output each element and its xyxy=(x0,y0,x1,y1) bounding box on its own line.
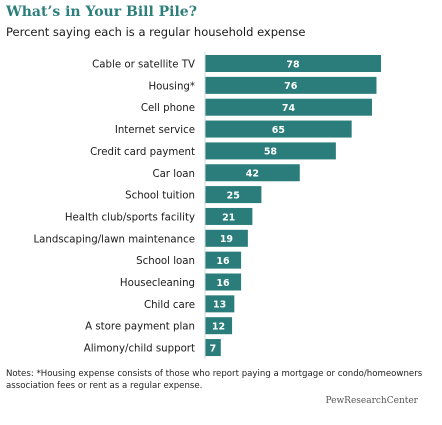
bar-value-label-landscaping-lawn-maintenance: 19 xyxy=(220,234,233,245)
category-label-housecleaning: Housecleaning xyxy=(120,278,195,289)
category-label-school-loan: School loan xyxy=(136,256,195,267)
bar-value-label-child-care: 13 xyxy=(213,300,226,311)
chart-title: What’s in Your Bill Pile? xyxy=(6,4,197,20)
category-label-credit-card-payment: Credit card payment xyxy=(90,147,195,158)
bar-value-label-internet-service: 65 xyxy=(272,125,285,136)
bar-housing xyxy=(205,76,377,94)
bar-chart: Cable or satellite TV 78 Housing* 76 Cell ph… xyxy=(34,52,381,360)
bar-value-label-school-loan: 16 xyxy=(216,256,230,267)
bar-value-label-a-store-payment-plan: 12 xyxy=(212,322,225,333)
category-label-health-club-sports-facility: Health club/sports facility xyxy=(65,212,195,223)
bar-housecleaning xyxy=(205,273,242,291)
bar-credit-card-payment xyxy=(205,142,336,160)
category-label-cable-or-satellite-tv: Cable or satellite TV xyxy=(92,60,195,71)
bar-value-label-housecleaning: 16 xyxy=(216,278,230,289)
bar-school-loan xyxy=(205,251,242,269)
bar-a-store-payment-plan xyxy=(205,317,233,335)
category-label-car-loan: Car loan xyxy=(152,169,195,180)
pew-research-center-logo: PewResearchCenter xyxy=(325,396,419,406)
bar-internet-service xyxy=(205,120,352,138)
bar-value-label-school-tuition: 25 xyxy=(227,190,240,201)
chart-subtitle: Percent saying each is a regular househo… xyxy=(6,25,306,39)
bar-cell-phone xyxy=(205,98,372,116)
category-label-internet-service: Internet service xyxy=(115,125,195,136)
category-label-a-store-payment-plan: A store payment plan xyxy=(85,322,195,333)
bar-child-care xyxy=(205,295,235,313)
category-label-child-care: Child care xyxy=(144,300,195,311)
category-label-housing: Housing* xyxy=(148,81,195,92)
bar-value-label-health-club-sports-facility: 21 xyxy=(222,212,235,223)
bar-value-label-credit-card-payment: 58 xyxy=(264,147,278,158)
bar-value-label-alimony-child-support: 7 xyxy=(210,343,217,354)
bar-value-label-cable-or-satellite-tv: 78 xyxy=(286,59,300,70)
bar-health-club-sports-facility xyxy=(205,207,253,225)
category-label-cell-phone: Cell phone xyxy=(141,103,195,114)
category-label-landscaping-lawn-maintenance: Landscaping/lawn maintenance xyxy=(34,234,196,245)
chart-notes: Notes: *Housing expense consists of thos… xyxy=(6,369,423,391)
bar-school-tuition xyxy=(205,186,262,204)
category-label-school-tuition: School tuition xyxy=(125,191,195,202)
bar-value-label-housing: 76 xyxy=(284,81,298,92)
bar-value-label-car-loan: 42 xyxy=(246,169,259,180)
bar-car-loan xyxy=(205,164,300,182)
bar-landscaping-lawn-maintenance xyxy=(205,229,248,247)
bar-value-label-cell-phone: 74 xyxy=(282,103,296,114)
category-label-alimony-child-support: Alimony/child support xyxy=(84,344,195,355)
bar-cable-or-satellite-tv xyxy=(205,55,381,72)
bar-alimony-child-support xyxy=(205,339,221,357)
